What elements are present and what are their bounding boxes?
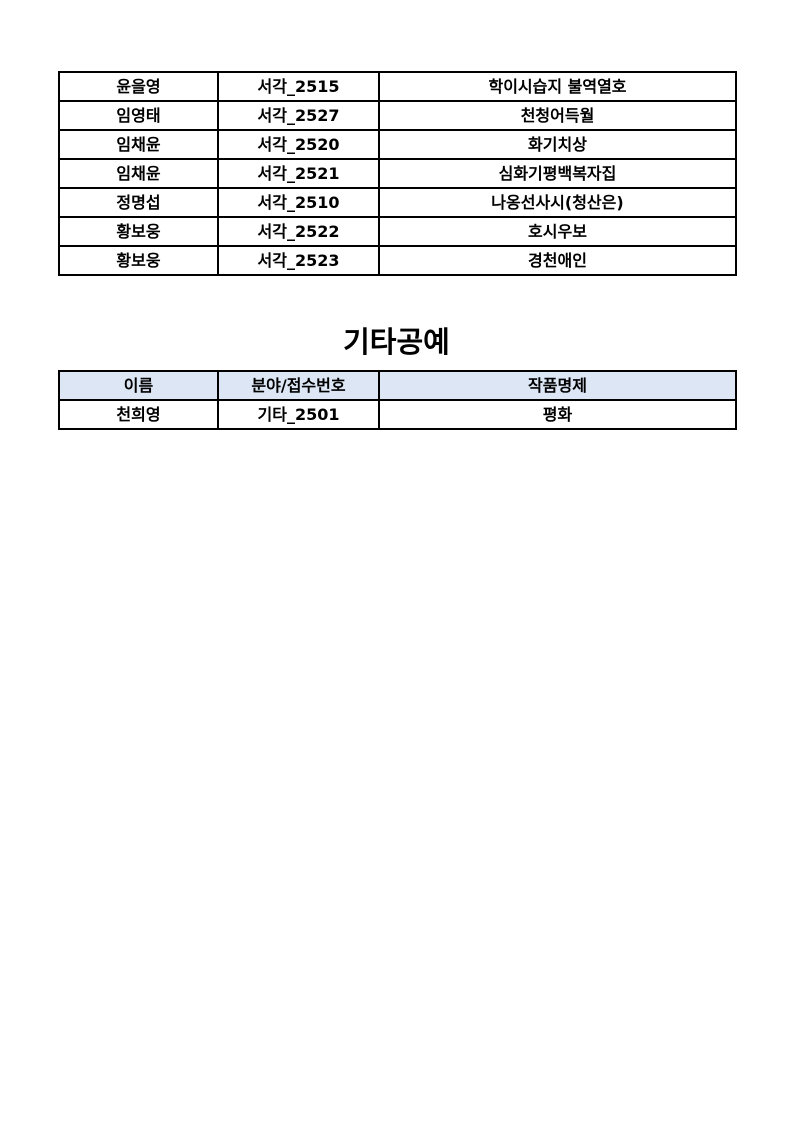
- cell-work-title: 호시우보: [378, 216, 737, 247]
- cell-work-title: 천청어득월: [378, 100, 737, 131]
- cell-name: 윤을영: [58, 71, 219, 102]
- cell-name: 임영태: [58, 100, 219, 131]
- table-row: 윤을영 서각_2515 학이시습지 불역열호: [58, 71, 737, 102]
- cell-name: 황보웅: [58, 245, 219, 276]
- header-name: 이름: [58, 370, 219, 401]
- cell-work-title: 경천애인: [378, 245, 737, 276]
- cell-entry-number: 서각_2510: [217, 187, 380, 218]
- table-row: 임영태 서각_2527 천청어득월: [58, 100, 737, 131]
- table-row: 황보웅 서각_2522 호시우보: [58, 216, 737, 247]
- table-row: 황보웅 서각_2523 경천애인: [58, 245, 737, 276]
- cell-work-title: 나옹선사시(청산은): [378, 187, 737, 218]
- cell-work-title: 심화기평백복자집: [378, 158, 737, 189]
- header-work-title: 작품명제: [378, 370, 737, 401]
- entries-table-calligraphy: 윤을영 서각_2515 학이시습지 불역열호 임영태 서각_2527 천청어득월 임채윤 서각…: [58, 71, 737, 276]
- cell-entry-number: 서각_2520: [217, 129, 380, 160]
- header-category-number: 분야/접수번호: [217, 370, 380, 401]
- table-header-row: 이름 분야/접수번호 작품명제: [58, 370, 737, 401]
- section-title: 기타공예: [343, 325, 450, 359]
- table-row: 임채윤 서각_2521 심화기평백복자집: [58, 158, 737, 189]
- cell-entry-number: 서각_2527: [217, 100, 380, 131]
- cell-entry-number: 서각_2522: [217, 216, 380, 247]
- cell-entry-number: 서각_2523: [217, 245, 380, 276]
- cell-entry-number: 기타_2501: [217, 399, 380, 430]
- cell-entry-number: 서각_2521: [217, 158, 380, 189]
- cell-name: 천희영: [58, 399, 219, 430]
- cell-name: 황보웅: [58, 216, 219, 247]
- cell-name: 정명섭: [58, 187, 219, 218]
- table-row: 임채윤 서각_2520 화기치상: [58, 129, 737, 160]
- cell-work-title: 평화: [378, 399, 737, 430]
- cell-name: 임채윤: [58, 158, 219, 189]
- table-row: 천희영 기타_2501 평화: [58, 399, 737, 430]
- cell-work-title: 화기치상: [378, 129, 737, 160]
- cell-entry-number: 서각_2515: [217, 71, 380, 102]
- cell-work-title: 학이시습지 불역열호: [378, 71, 737, 102]
- table-row: 정명섭 서각_2510 나옹선사시(청산은): [58, 187, 737, 218]
- cell-name: 임채윤: [58, 129, 219, 160]
- entries-table-other-crafts: 이름 분야/접수번호 작품명제 천희영 기타_2501 평화: [58, 370, 737, 430]
